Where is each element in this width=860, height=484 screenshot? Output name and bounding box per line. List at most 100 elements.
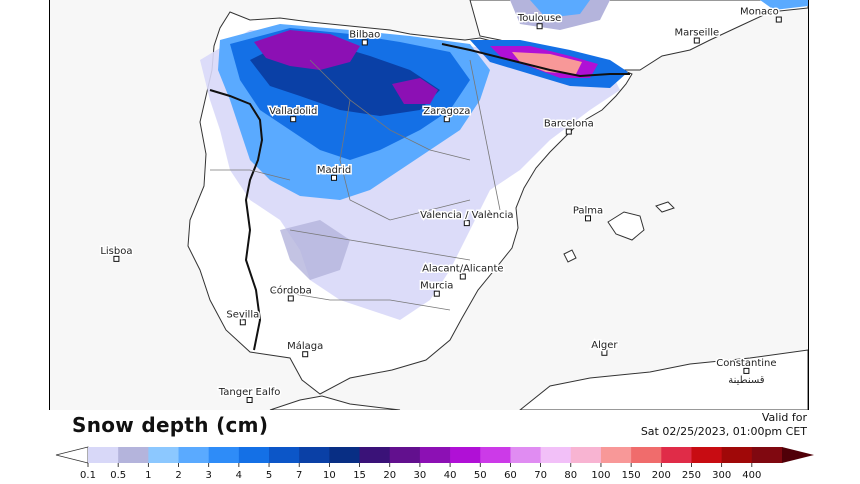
city-label: Tanger Ealfo	[218, 387, 281, 398]
city-dot	[775, 16, 782, 23]
city-marker: Palma	[571, 204, 605, 222]
city-label: Valencia / València	[420, 209, 513, 221]
city-dot	[459, 273, 466, 280]
city-dot	[743, 367, 750, 374]
legend-tick-label: 30	[414, 470, 427, 481]
legend-max-arrow	[782, 447, 814, 463]
city-marker: Sevilla	[225, 308, 261, 326]
legend-tick-label: 150	[622, 470, 641, 481]
legend-swatch	[299, 447, 330, 463]
legend-tick-label: 70	[534, 470, 547, 481]
legend-tick-label: 80	[564, 470, 577, 481]
city-label: Zaragoza	[423, 106, 470, 117]
city-dot	[331, 174, 337, 181]
city-marker: Monaco	[738, 5, 782, 23]
legend-swatch	[329, 447, 361, 463]
legend-swatch	[359, 447, 391, 463]
legend-swatch	[178, 447, 210, 463]
city-marker: Valencia / València	[419, 208, 515, 227]
legend-tick-label: 50	[474, 470, 487, 481]
city-marker: Córdoba	[268, 283, 313, 302]
menorca-land	[655, 201, 675, 213]
city-dot	[693, 37, 700, 44]
legend-tick-label: 15	[353, 470, 366, 481]
map-frame: Bilbao Toulouse Marseille Monaco Valladolid Z…	[49, 0, 809, 410]
legend-tick-label: 400	[742, 470, 761, 481]
city-markers: Bilbao Toulouse Marseille Monaco Valladolid Z…	[99, 5, 782, 403]
city-label: Marseille	[674, 28, 719, 39]
region-border-3	[469, 59, 501, 211]
legend-tick-label: 0.1	[80, 470, 96, 481]
snow-alps-blue	[530, 0, 590, 18]
city-dot	[601, 349, 608, 356]
snow-light-area-center	[280, 220, 350, 280]
region-border-1	[309, 59, 471, 161]
city-label: Murcia	[420, 281, 453, 292]
city-label: Barcelona	[544, 119, 594, 130]
legend-title: Snow depth (cm)	[72, 413, 269, 437]
legend-tick-label: 60	[504, 470, 517, 481]
city-dot	[463, 220, 470, 227]
city-label: Toulouse	[517, 13, 561, 24]
ibiza-land	[563, 249, 577, 263]
snow-purple-area-burgos	[392, 78, 438, 104]
legend-swatch	[269, 447, 300, 463]
legend-swatch	[450, 447, 481, 463]
city-label: Alacant/Alicante	[422, 264, 503, 275]
legend-swatch	[208, 447, 240, 463]
city-marker: Barcelona	[542, 117, 595, 135]
legend-tick-label: 4	[236, 470, 242, 481]
city-label: Constantine	[716, 358, 776, 369]
legend-tick-label: 100	[591, 470, 610, 481]
legend-tick-label: 3	[206, 470, 212, 481]
city-dot	[565, 128, 572, 135]
city-dot	[361, 39, 368, 46]
city-marker: Murcia	[419, 279, 455, 297]
city-dot	[290, 116, 297, 123]
valid-time-value: Sat 02/25/2023, 01:00pm CET	[640, 425, 807, 438]
legend-min-arrow	[55, 446, 89, 464]
city-label: Alger	[591, 340, 618, 351]
valid-time: Valid for Sat 02/25/2023, 01:00pm CET	[641, 411, 807, 439]
city-dot	[585, 215, 591, 222]
city-marker: Lisboa	[99, 244, 134, 262]
legend-swatch	[389, 447, 421, 463]
city-label: Bilbao	[349, 29, 380, 40]
city-dot	[443, 116, 450, 123]
city-marker: Marseille	[673, 26, 721, 44]
legend-tick-label: 10	[323, 470, 336, 481]
city-marker: Zaragoza	[422, 105, 472, 123]
legend-swatch	[88, 447, 119, 463]
legend-swatch	[480, 447, 511, 463]
spain-portugal-border	[209, 89, 264, 351]
legend-tick-label: 40	[444, 470, 457, 481]
mallorca-land	[607, 211, 645, 241]
legend-swatch	[600, 447, 632, 463]
snow-depth-field	[200, 0, 808, 320]
legend-tick-label: 7	[296, 470, 302, 481]
region-border-5	[269, 289, 451, 311]
city-marker: Alacant/Alicante	[421, 262, 505, 280]
city-marker: Toulouse	[515, 12, 563, 30]
legend-tick-label: 20	[383, 470, 396, 481]
city-marker: Alger	[590, 338, 620, 356]
legend-swatch	[540, 447, 572, 463]
city-label-local: قسنطينة	[728, 375, 765, 386]
country-borders	[209, 43, 630, 351]
city-marker: Madrid	[315, 163, 353, 181]
city-marker: Tanger Ealfo	[216, 385, 282, 403]
north-africa-land	[269, 395, 401, 410]
legend-swatch	[118, 447, 149, 463]
city-marker: Bilbao	[348, 28, 382, 46]
legend-swatch	[691, 447, 723, 463]
legend-swatch	[751, 447, 783, 463]
legend-swatch	[419, 447, 451, 463]
snow-monaco-blue	[760, 0, 808, 10]
city-dot	[433, 290, 440, 297]
city-label: Palma	[573, 205, 603, 216]
city-label: Valladolid	[269, 106, 317, 117]
snow-purple-area-cantabria	[254, 30, 360, 70]
region-border-2	[339, 99, 471, 221]
city-dot	[536, 23, 543, 30]
city-dot	[239, 319, 246, 326]
